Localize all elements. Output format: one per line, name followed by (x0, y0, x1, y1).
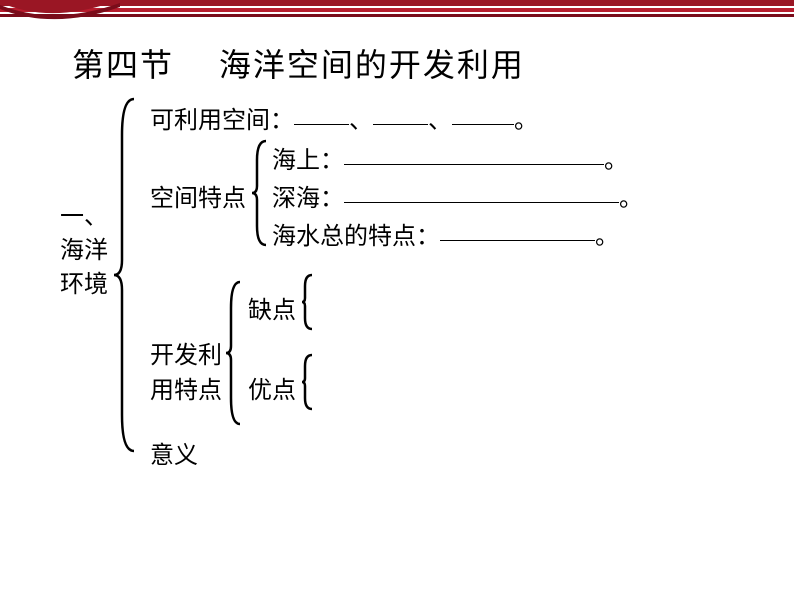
sep-2: 、 (428, 108, 452, 134)
suffix-1: 。 (514, 108, 538, 134)
main-section-label: 一、 海洋 环境 (60, 200, 108, 302)
blank-2 (344, 164, 604, 165)
dev-use-label-a: 开发利 (150, 335, 222, 370)
suffix-4: 。 (595, 224, 619, 250)
dev-use-brace (224, 278, 244, 428)
seawater-char-row: 海水总的特点： 。 (272, 216, 619, 251)
space-char-label: 空间特点 (150, 178, 246, 213)
blank-1a (294, 124, 349, 125)
page-title: 第四节 海洋空间的开发利用 (72, 40, 525, 86)
blank-3 (344, 202, 619, 203)
sea-surface-row: 海上： 。 (272, 140, 628, 175)
advantage-label: 优点 (248, 370, 296, 405)
advantage-brace (300, 352, 316, 412)
suffix-3: 。 (619, 186, 643, 212)
dev-use-label-b: 用特点 (150, 370, 222, 405)
main-brace (112, 95, 140, 455)
usable-space-row: 可利用空间： 、 、 。 (150, 100, 538, 135)
blank-1b (373, 124, 428, 125)
deep-sea-label: 深海： (272, 186, 344, 212)
sea-surface-label: 海上： (272, 148, 344, 174)
main-label-text: 一、 海洋 环境 (60, 204, 108, 298)
header-decoration (0, 0, 794, 20)
seawater-label: 海水总的特点： (272, 224, 440, 250)
suffix-2: 。 (604, 148, 628, 174)
sep-1: 、 (349, 108, 373, 134)
blank-4 (440, 240, 595, 241)
deep-sea-row: 深海： 。 (272, 178, 643, 213)
usable-space-label: 可利用空间： (150, 108, 294, 134)
header-curve (0, 0, 150, 45)
blank-1c (452, 124, 514, 125)
space-char-brace (250, 138, 270, 248)
meaning-label: 意义 (150, 435, 198, 470)
disadvantage-brace (300, 272, 316, 332)
disadvantage-label: 缺点 (248, 290, 296, 325)
